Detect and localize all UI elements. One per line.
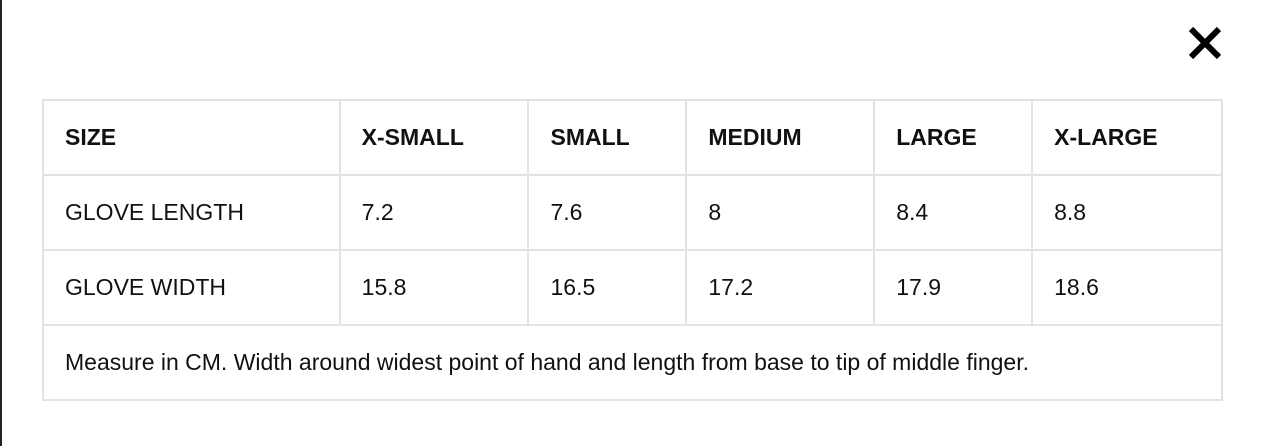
row-label: GLOVE LENGTH <box>42 174 341 251</box>
cell: 16.5 <box>527 249 688 326</box>
table-header-row: SIZE X-SMALL SMALL MEDIUM LARGE X-LARGE <box>42 99 1223 176</box>
header-cell: LARGE <box>873 99 1034 176</box>
header-cell: SIZE <box>42 99 341 176</box>
header-cell: X-LARGE <box>1031 99 1223 176</box>
cell: 17.2 <box>685 249 876 326</box>
size-chart-table: SIZE X-SMALL SMALL MEDIUM LARGE X-LARGE … <box>42 99 1223 401</box>
cell: 15.8 <box>338 249 530 326</box>
table-row: GLOVE LENGTH 7.2 7.6 8 8.4 8.8 <box>42 174 1223 251</box>
cell: 18.6 <box>1031 249 1223 326</box>
note-row: Measure in CM. Width around widest point… <box>42 324 1223 401</box>
cell: 8.8 <box>1031 174 1223 251</box>
row-label: GLOVE WIDTH <box>42 249 341 326</box>
cell: 8 <box>685 174 876 251</box>
cell: 17.9 <box>873 249 1034 326</box>
table-row: GLOVE WIDTH 15.8 16.5 17.2 17.9 18.6 <box>42 249 1223 326</box>
close-icon <box>1188 26 1222 60</box>
cell: 7.2 <box>338 174 530 251</box>
header-cell: SMALL <box>527 99 688 176</box>
measurement-note: Measure in CM. Width around widest point… <box>42 324 1223 401</box>
header-cell: X-SMALL <box>338 99 530 176</box>
header-cell: MEDIUM <box>685 99 876 176</box>
close-button[interactable] <box>1186 24 1224 62</box>
cell: 7.6 <box>527 174 688 251</box>
cell: 8.4 <box>873 174 1034 251</box>
window-edge <box>0 0 2 446</box>
